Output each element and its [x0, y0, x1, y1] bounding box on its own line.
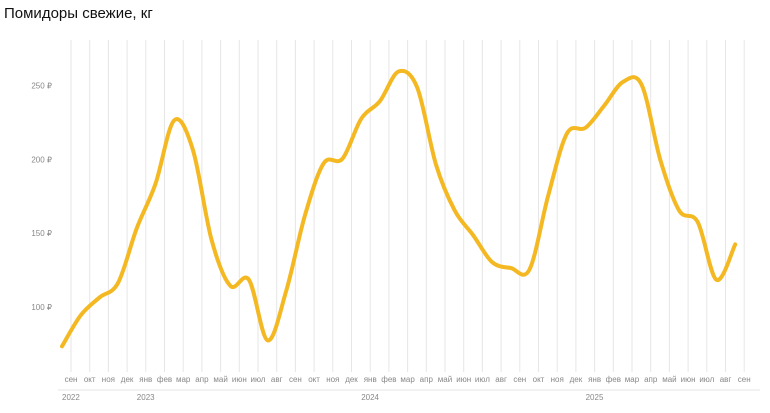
chart-title: Помидоры свежие, кг — [4, 5, 153, 22]
x-tick-label: сен — [513, 375, 526, 384]
x-tick-label: июл — [699, 375, 714, 384]
x-tick-label: апр — [644, 375, 658, 384]
x-tick-label: янв — [364, 375, 377, 384]
y-tick-label: 200 ₽ — [31, 155, 52, 164]
x-tick-label: июл — [475, 375, 490, 384]
y-tick-label: 150 ₽ — [31, 229, 52, 238]
year-label: 2023 — [137, 393, 155, 402]
x-tick-label: фев — [157, 375, 172, 384]
x-tick-label: май — [213, 375, 227, 384]
x-tick-label: авг — [271, 375, 283, 384]
year-label: 2022 — [62, 393, 80, 402]
x-tick-label: фев — [381, 375, 396, 384]
x-tick-label: сен — [65, 375, 78, 384]
x-tick-label: ноя — [326, 375, 339, 384]
x-tick-label: окт — [533, 375, 545, 384]
x-tick-label: июн — [232, 375, 247, 384]
x-tick-label: апр — [195, 375, 209, 384]
x-tick-label: июн — [456, 375, 471, 384]
x-tick-label: сен — [289, 375, 302, 384]
x-tick-label: мар — [176, 375, 191, 384]
x-tick-label: фев — [606, 375, 621, 384]
x-tick-label: дек — [570, 375, 583, 384]
x-tick-label: окт — [308, 375, 320, 384]
line — [60, 68, 738, 349]
x-tick-label: май — [662, 375, 676, 384]
year-label: 2025 — [586, 393, 604, 402]
y-tick-label: 100 ₽ — [31, 303, 52, 312]
x-tick-label: окт — [84, 375, 96, 384]
x-tick-label: мар — [400, 375, 415, 384]
x-tick-label: май — [438, 375, 452, 384]
year-label: 2024 — [361, 393, 379, 402]
x-tick-label: янв — [588, 375, 601, 384]
x-tick-label: апр — [420, 375, 434, 384]
y-tick-label: 250 ₽ — [31, 81, 52, 90]
x-tick-label: июн — [681, 375, 696, 384]
x-tick-label: ноя — [551, 375, 564, 384]
x-tick-label: дек — [121, 375, 134, 384]
x-tick-label: авг — [720, 375, 732, 384]
x-tick-label: сен — [738, 375, 751, 384]
x-tick-label: ноя — [102, 375, 115, 384]
x-tick-label: дек — [345, 375, 358, 384]
x-tick-label: авг — [495, 375, 507, 384]
x-tick-label: мар — [625, 375, 640, 384]
x-tick-label: июл — [251, 375, 266, 384]
x-tick-label: янв — [139, 375, 152, 384]
